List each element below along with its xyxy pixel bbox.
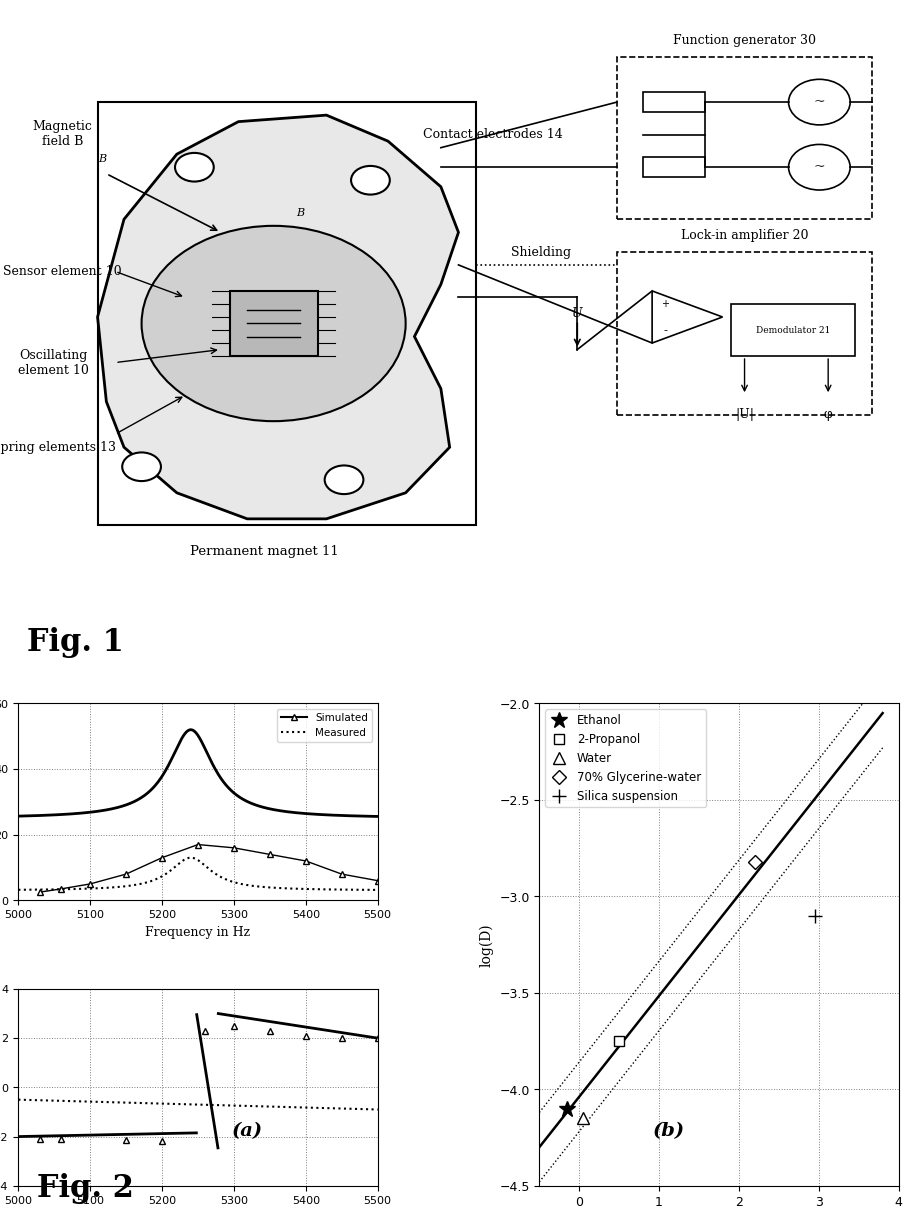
Bar bbox=[616, 57, 871, 219]
Text: Magnetic
field B: Magnetic field B bbox=[32, 120, 93, 148]
Text: B: B bbox=[296, 208, 304, 218]
Text: ~: ~ bbox=[812, 161, 824, 174]
Text: Permanent magnet 11: Permanent magnet 11 bbox=[191, 544, 339, 558]
Text: φ: φ bbox=[823, 408, 832, 421]
Polygon shape bbox=[97, 115, 458, 519]
Circle shape bbox=[141, 226, 405, 421]
Text: (b): (b) bbox=[652, 1123, 685, 1140]
Circle shape bbox=[122, 453, 161, 482]
Text: Demodulator 21: Demodulator 21 bbox=[755, 325, 829, 335]
Circle shape bbox=[351, 166, 389, 195]
Text: Shielding: Shielding bbox=[511, 246, 571, 259]
Circle shape bbox=[324, 466, 363, 494]
Bar bbox=[643, 157, 704, 177]
Text: Lock-in amplifier 20: Lock-in amplifier 20 bbox=[680, 230, 808, 242]
Text: (a): (a) bbox=[232, 1123, 263, 1140]
Bar bbox=[616, 252, 871, 415]
Y-axis label: log(D): log(D) bbox=[479, 923, 493, 967]
Text: Sensor element 10: Sensor element 10 bbox=[3, 265, 122, 278]
Text: Fig. 1: Fig. 1 bbox=[27, 627, 124, 658]
X-axis label: Frequency in Hz: Frequency in Hz bbox=[146, 926, 250, 939]
Bar bbox=[97, 103, 475, 525]
Text: Contact electrodes 14: Contact electrodes 14 bbox=[423, 128, 562, 142]
Text: U: U bbox=[572, 307, 582, 321]
Circle shape bbox=[175, 154, 213, 182]
Bar bbox=[643, 92, 704, 113]
Text: +: + bbox=[660, 299, 669, 309]
Text: Fig. 2: Fig. 2 bbox=[37, 1172, 134, 1204]
Text: Oscillating
element 10: Oscillating element 10 bbox=[18, 348, 89, 376]
Bar bbox=[731, 304, 854, 356]
Text: -: - bbox=[662, 325, 667, 335]
Text: B: B bbox=[98, 154, 106, 165]
Text: Function generator 30: Function generator 30 bbox=[672, 34, 815, 47]
Legend: Ethanol, 2-Propanol, Water, 70% Glycerine-water, Silica suspension: Ethanol, 2-Propanol, Water, 70% Glycerin… bbox=[545, 709, 705, 807]
Text: |U|: |U| bbox=[735, 408, 753, 421]
Legend: Simulated, Measured: Simulated, Measured bbox=[277, 709, 372, 742]
Text: Spring elements 13: Spring elements 13 bbox=[0, 440, 115, 454]
Bar bbox=[229, 292, 317, 356]
Text: ~: ~ bbox=[812, 96, 824, 109]
